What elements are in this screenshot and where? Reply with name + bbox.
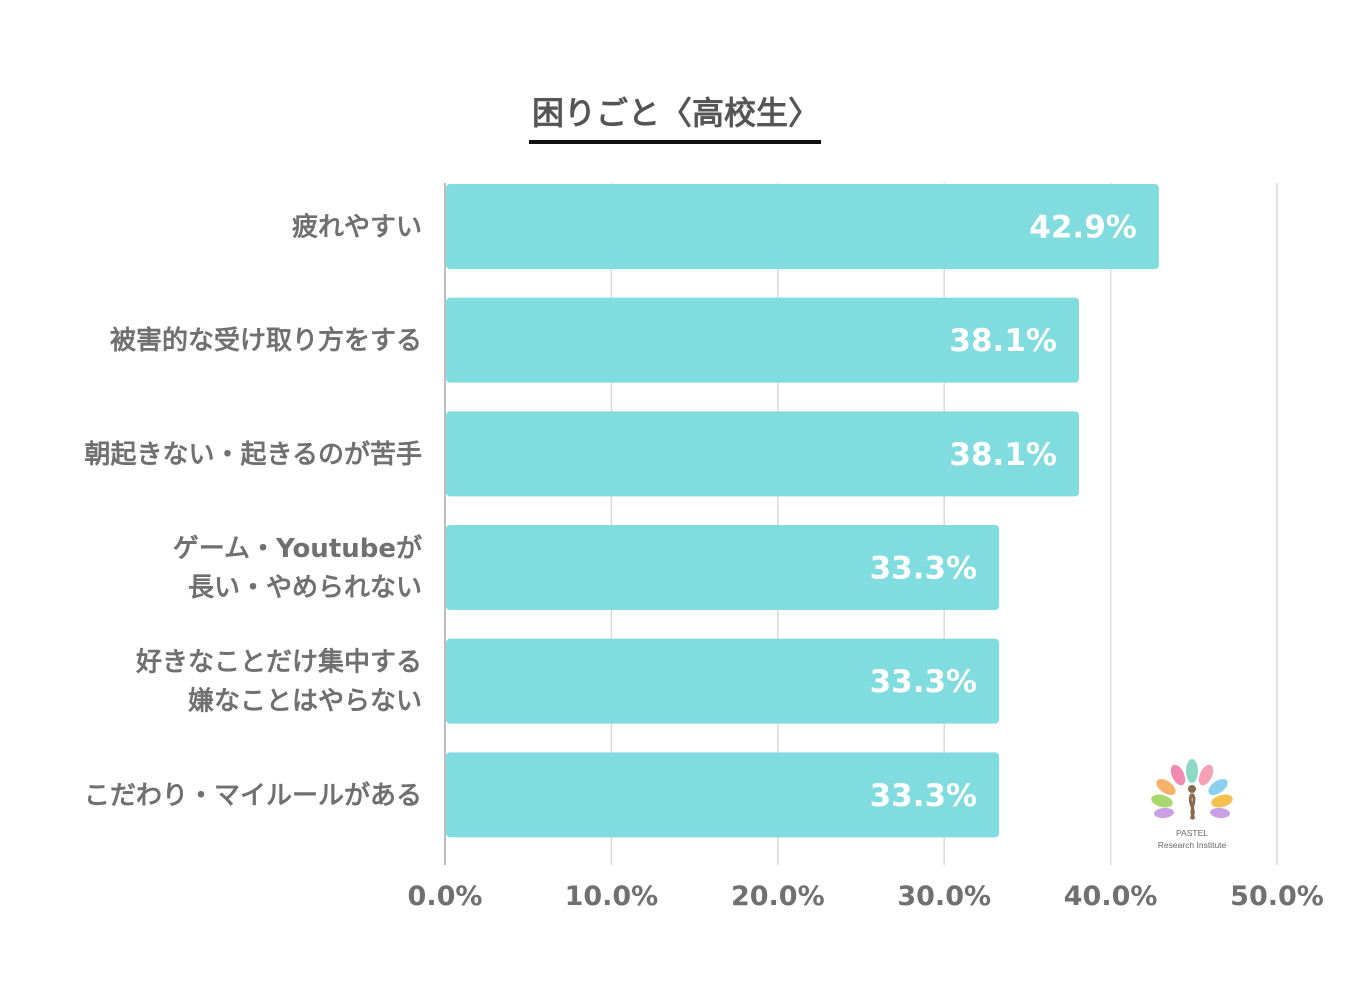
bar	[446, 752, 1000, 838]
bar	[446, 411, 1079, 497]
logo-petal	[1198, 764, 1214, 786]
bars: 42.9% 疲れやすい 38.1% 被害的な受け取り方をする 38.1% 朝起きない・起き…	[84, 184, 1159, 838]
data-label: 33.3%	[870, 551, 978, 587]
category-label: ゲーム・Youtubeが	[173, 533, 422, 564]
category-label: 好きなことだけ集中する	[135, 647, 422, 678]
x-tick-label: 30.0%	[897, 881, 991, 912]
logo-petal	[1170, 764, 1186, 786]
data-label: 38.1%	[949, 437, 1057, 473]
chart-title: 困りごと〈高校生〉	[532, 94, 820, 132]
pastel-logo: PASTEL Research Institute	[1151, 759, 1233, 850]
title-underline	[529, 140, 821, 144]
category-label: 被害的な受け取り方をする	[110, 325, 422, 356]
logo-petal	[1154, 807, 1174, 819]
data-label: 42.9%	[1029, 210, 1137, 246]
logo-figure-head	[1188, 785, 1196, 793]
x-axis-ticks: 0.0% 10.0% 20.0% 30.0% 40.0% 50.0%	[408, 881, 1324, 912]
logo-petal	[1210, 807, 1230, 819]
logo-line2: Research Institute	[1158, 840, 1227, 850]
logo-petal	[1211, 794, 1233, 808]
logo-petal	[1151, 794, 1173, 808]
category-label: 長い・やめられない	[188, 573, 422, 603]
bar	[446, 638, 1000, 724]
gridlines	[444, 183, 1278, 865]
logo-petal	[1186, 759, 1198, 783]
data-label: 33.3%	[870, 664, 978, 700]
logo-line1: PASTEL	[1176, 828, 1208, 838]
logo-figure-body	[1188, 793, 1196, 820]
bar	[446, 297, 1079, 383]
category-label: こだわり・マイルールがある	[84, 780, 422, 811]
bar	[446, 184, 1159, 269]
x-tick-label: 50.0%	[1230, 881, 1324, 912]
category-label: 嫌なことはやらない	[188, 687, 422, 717]
data-label: 38.1%	[949, 323, 1057, 359]
logo-petal	[1208, 779, 1228, 795]
x-tick-label: 0.0%	[408, 881, 483, 912]
category-label: 朝起きない・起きるのが苦手	[85, 439, 422, 470]
category-label: 疲れやすい	[292, 212, 422, 243]
data-label: 33.3%	[870, 778, 978, 814]
bar	[446, 525, 1000, 610]
x-tick-label: 40.0%	[1064, 881, 1158, 912]
logo-petal	[1156, 779, 1176, 795]
x-tick-label: 20.0%	[731, 881, 825, 912]
x-tick-label: 10.0%	[565, 881, 659, 912]
